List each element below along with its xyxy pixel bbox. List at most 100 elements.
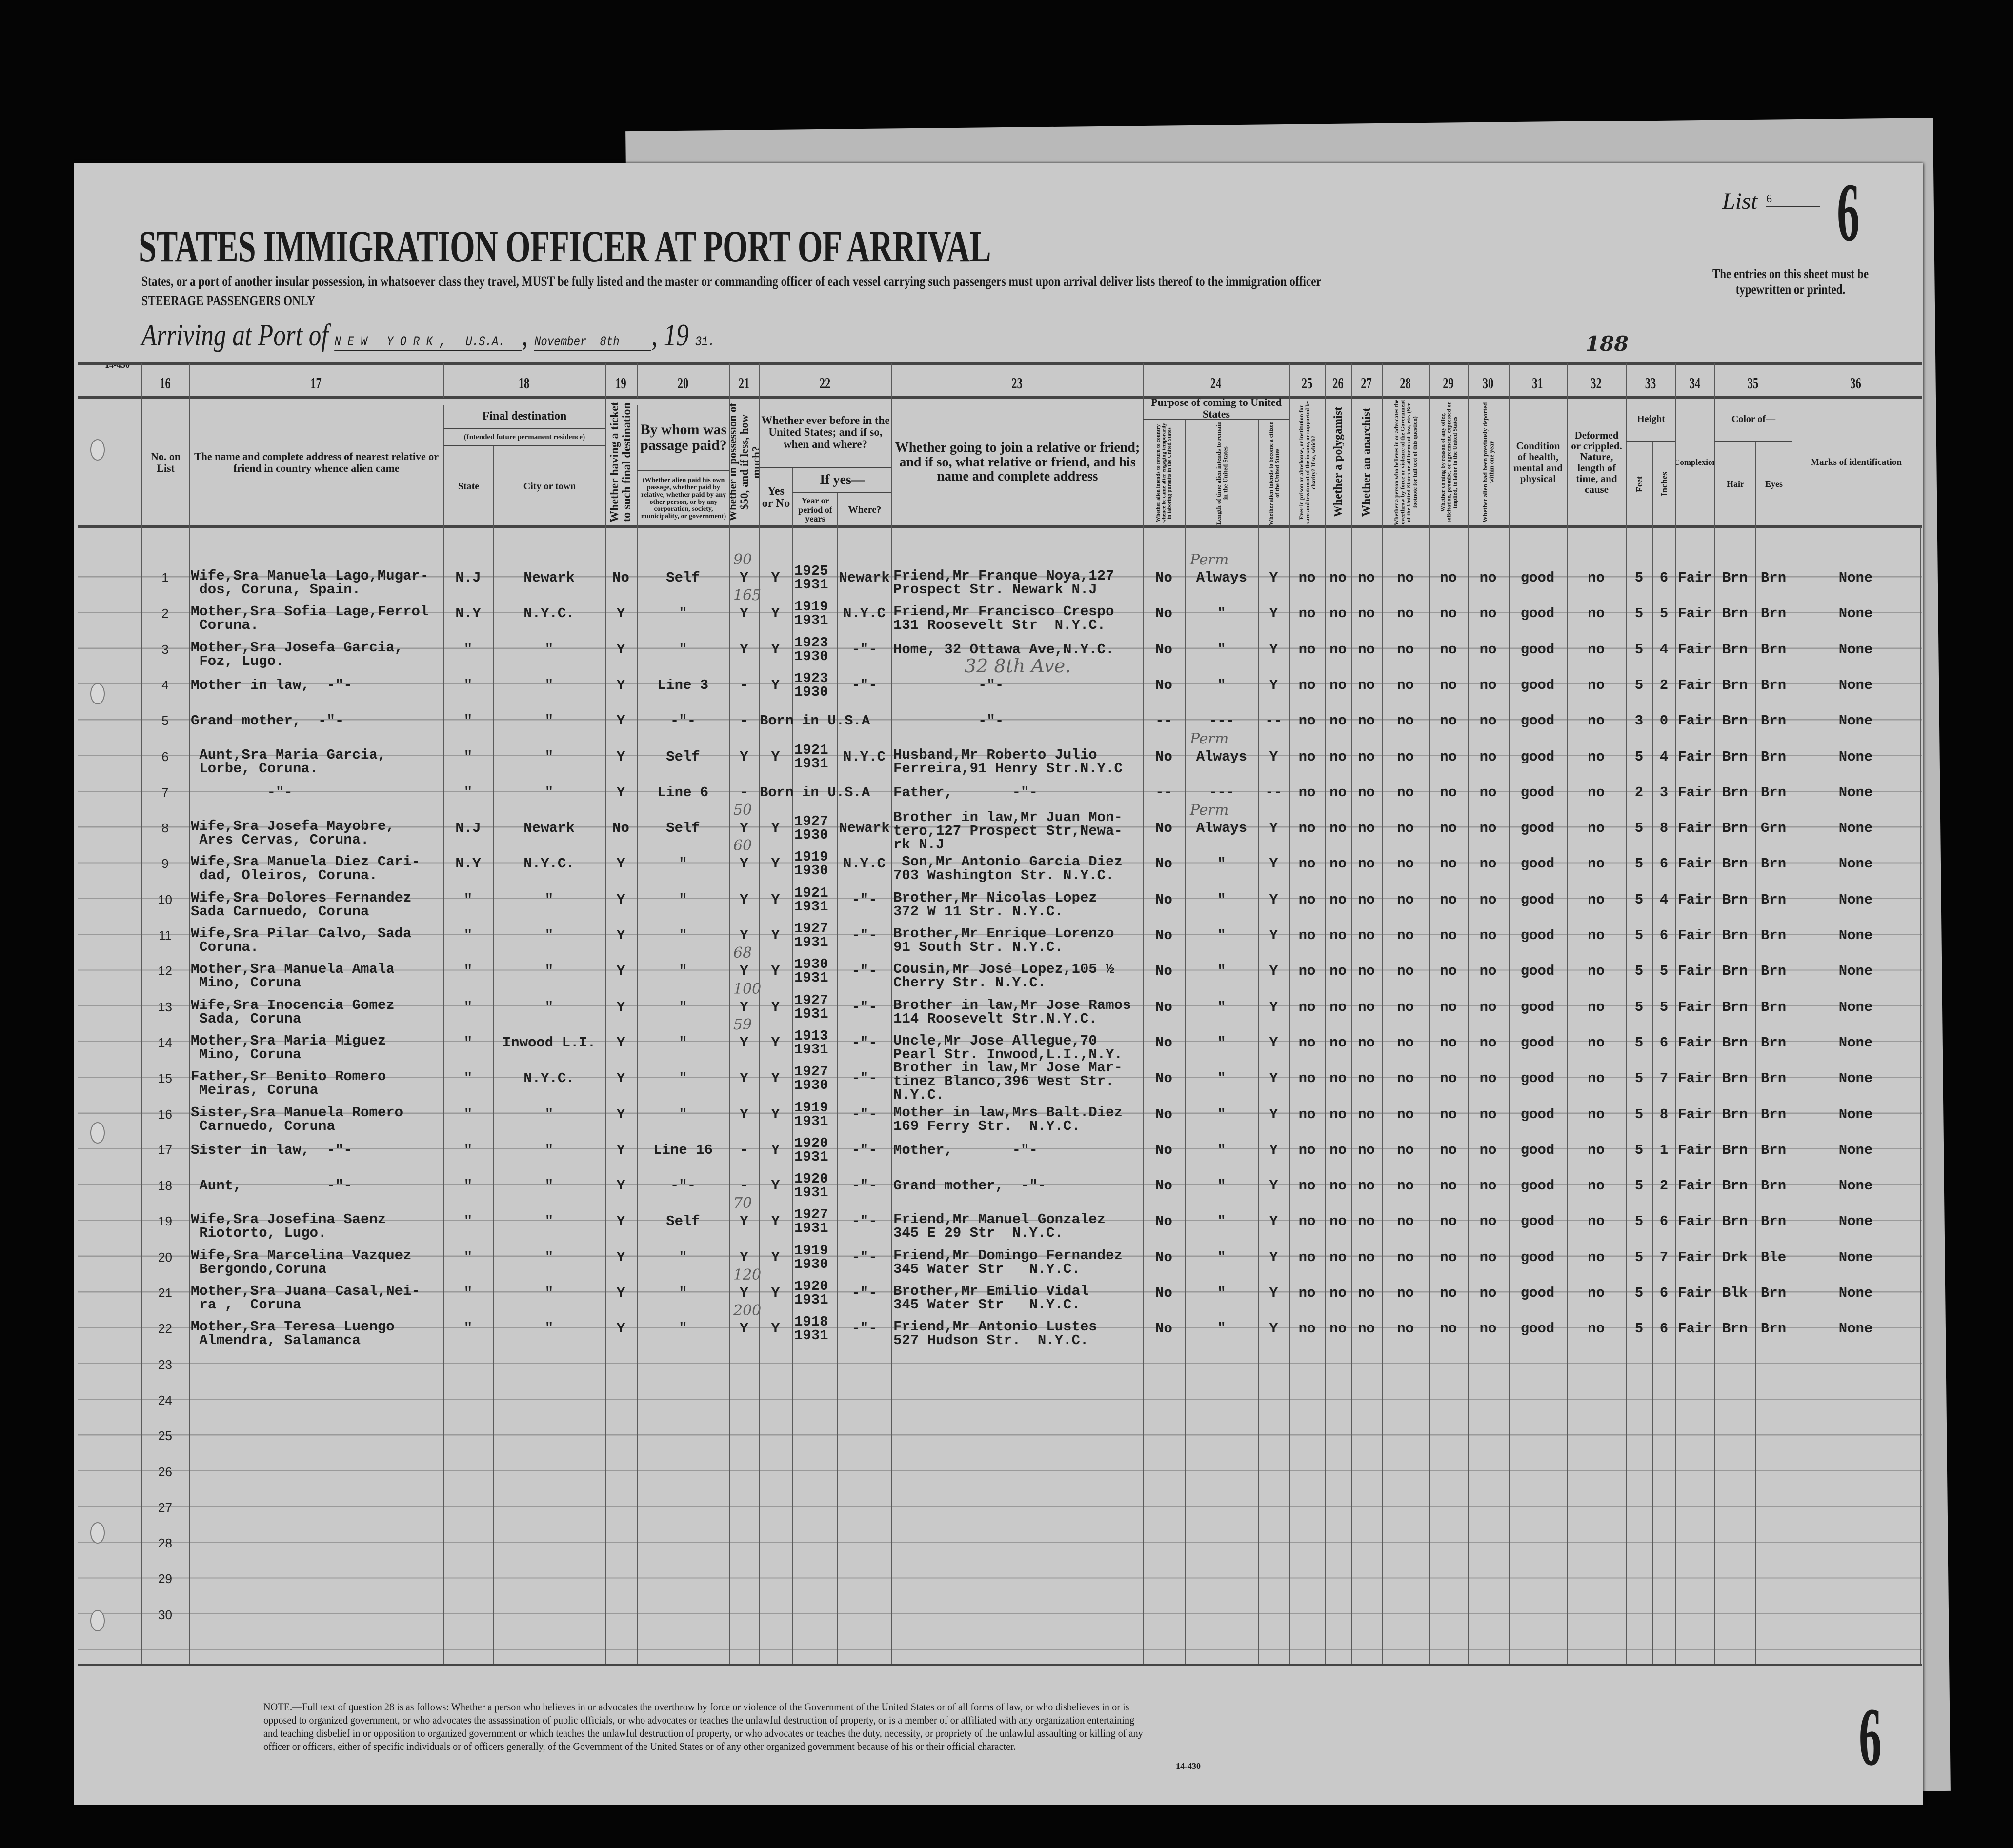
cell-yes-no: Y bbox=[771, 570, 780, 586]
cell-c27: no bbox=[1358, 713, 1375, 729]
cell-join: Brother,Mr Emilio Vidal 345 Water Str N.… bbox=[893, 1283, 1089, 1313]
header-label: Complexion bbox=[1675, 457, 1714, 467]
cell-c28: no bbox=[1397, 856, 1414, 872]
list-label: List bbox=[1722, 188, 1758, 214]
handwritten-amount: 59 bbox=[733, 1016, 752, 1033]
cell-yes-no: Y bbox=[771, 641, 780, 658]
cell-state: " bbox=[463, 1321, 473, 1337]
cell-yes-no: Y bbox=[771, 1321, 780, 1337]
cell-city: " bbox=[544, 677, 554, 693]
cell-c30: no bbox=[1479, 1106, 1497, 1123]
cell-feet: 5 bbox=[1634, 570, 1644, 586]
row-number: 14 bbox=[158, 1035, 172, 1050]
header-divider bbox=[729, 363, 730, 398]
cell-city: Newark bbox=[523, 570, 575, 586]
row-number: 12 bbox=[158, 964, 172, 979]
cell-marks: None bbox=[1838, 856, 1873, 872]
cell-state: " bbox=[463, 784, 473, 801]
cell-return: No bbox=[1155, 605, 1172, 622]
cell-c26: no bbox=[1329, 999, 1347, 1015]
cell-complexion: Fair bbox=[1678, 677, 1712, 693]
cell-yes-no: Y bbox=[771, 1249, 780, 1265]
cell-length: " bbox=[1217, 927, 1226, 944]
row-number: 19 bbox=[158, 1214, 172, 1229]
cell-join: Brother,Mr Enrique Lorenzo 91 South Str.… bbox=[893, 925, 1114, 955]
header-divider bbox=[605, 363, 606, 398]
cell-c27: no bbox=[1358, 784, 1375, 801]
cell-deformed: no bbox=[1588, 1106, 1605, 1123]
cell-deformed: no bbox=[1588, 856, 1605, 872]
cell-hair: Brn bbox=[1722, 856, 1748, 872]
cell-eyes: Brn bbox=[1760, 891, 1787, 908]
cell-relative: Mother,Sra Maria Miguez Mino, Coruna bbox=[191, 1032, 386, 1063]
cell-where: -"- bbox=[851, 1178, 877, 1194]
cell-c28: no bbox=[1397, 1213, 1414, 1230]
cell-c27: no bbox=[1358, 1285, 1375, 1301]
column-divider bbox=[729, 527, 730, 1665]
cell-health: good bbox=[1520, 641, 1555, 658]
header-deformed: Deformed or crippled. Nature, length of … bbox=[1567, 398, 1626, 527]
cell-paid-by: " bbox=[679, 1070, 687, 1087]
cell-health: good bbox=[1520, 820, 1555, 837]
cell-hair: Blk bbox=[1722, 1285, 1748, 1301]
column-divider bbox=[891, 527, 892, 1665]
cell-c25: no bbox=[1298, 1249, 1316, 1265]
cell-c25: no bbox=[1298, 1070, 1316, 1087]
cell-relative: Wife,Sra Pilar Calvo, Sada Coruna. bbox=[191, 925, 412, 955]
cell-eyes: Brn bbox=[1760, 1285, 1787, 1301]
column-divider bbox=[1509, 527, 1510, 1665]
cell-money: Y bbox=[740, 963, 748, 980]
cell-c30: no bbox=[1479, 1321, 1497, 1337]
cell-money: - bbox=[740, 713, 748, 729]
cell-eyes: Brn bbox=[1760, 1178, 1787, 1194]
column-divider bbox=[1675, 527, 1676, 1665]
cell-complexion: Fair bbox=[1678, 748, 1712, 765]
cell-city: " bbox=[544, 999, 554, 1015]
cell-complexion: Fair bbox=[1678, 820, 1712, 837]
cell-deformed: no bbox=[1588, 1178, 1605, 1194]
cell-c28: no bbox=[1397, 641, 1414, 658]
cell-years: 1927 1931 bbox=[794, 1206, 828, 1237]
cell-where: -"- bbox=[851, 641, 877, 658]
cell-feet: 5 bbox=[1634, 891, 1644, 908]
header-label: Where? bbox=[848, 504, 882, 515]
cell-return: No bbox=[1155, 641, 1172, 658]
cell-c26: no bbox=[1329, 1285, 1347, 1301]
cell-money: - bbox=[740, 1178, 748, 1194]
header-label: Whether having a ticket to such final de… bbox=[608, 402, 634, 522]
handwritten-note: Perm bbox=[1190, 730, 1229, 747]
column-number: 20 bbox=[677, 374, 689, 392]
cell-eyes: Grn bbox=[1760, 820, 1787, 837]
header-divider bbox=[1626, 363, 1627, 398]
year-suffix: 31. bbox=[695, 335, 715, 350]
header-final-dest-note: (Intended future permanent residence) bbox=[443, 429, 605, 446]
cell-paid-by: Self bbox=[666, 748, 700, 765]
cell-return: No bbox=[1155, 820, 1172, 837]
cell-eyes: Brn bbox=[1760, 641, 1787, 658]
row-number: 4 bbox=[161, 677, 169, 692]
cell-eyes: Brn bbox=[1760, 927, 1787, 944]
header-label: (Intended future permanent residence) bbox=[463, 433, 585, 441]
passenger-class: STEERAGE PASSENGERS ONLY bbox=[141, 293, 316, 309]
row-number: 21 bbox=[158, 1286, 172, 1300]
header-label: Marks of identification bbox=[1811, 457, 1902, 467]
row-number: 3 bbox=[161, 642, 169, 657]
column-divider bbox=[1258, 527, 1259, 1665]
row-number: 24 bbox=[158, 1392, 172, 1407]
column-number: 27 bbox=[1361, 374, 1372, 392]
cell-state: " bbox=[463, 641, 473, 658]
cell-c30: no bbox=[1479, 784, 1497, 801]
cell-c29: no bbox=[1440, 784, 1457, 801]
cell-join: Father, -"- bbox=[893, 784, 1038, 801]
cell-c29: no bbox=[1440, 1249, 1457, 1265]
cell-eyes: Brn bbox=[1760, 1321, 1787, 1337]
cell-deformed: no bbox=[1588, 1321, 1605, 1337]
header-final-dest: Final destination bbox=[443, 405, 605, 429]
cell-marks: None bbox=[1838, 713, 1873, 729]
cell-state: " bbox=[463, 891, 473, 908]
header-label: Final destination bbox=[482, 410, 567, 423]
cell-years: 1923 1930 bbox=[794, 670, 828, 700]
header-label: Whether an anarchist bbox=[1360, 407, 1373, 517]
cell-state: " bbox=[463, 1249, 473, 1265]
cell-c29: no bbox=[1440, 999, 1457, 1015]
